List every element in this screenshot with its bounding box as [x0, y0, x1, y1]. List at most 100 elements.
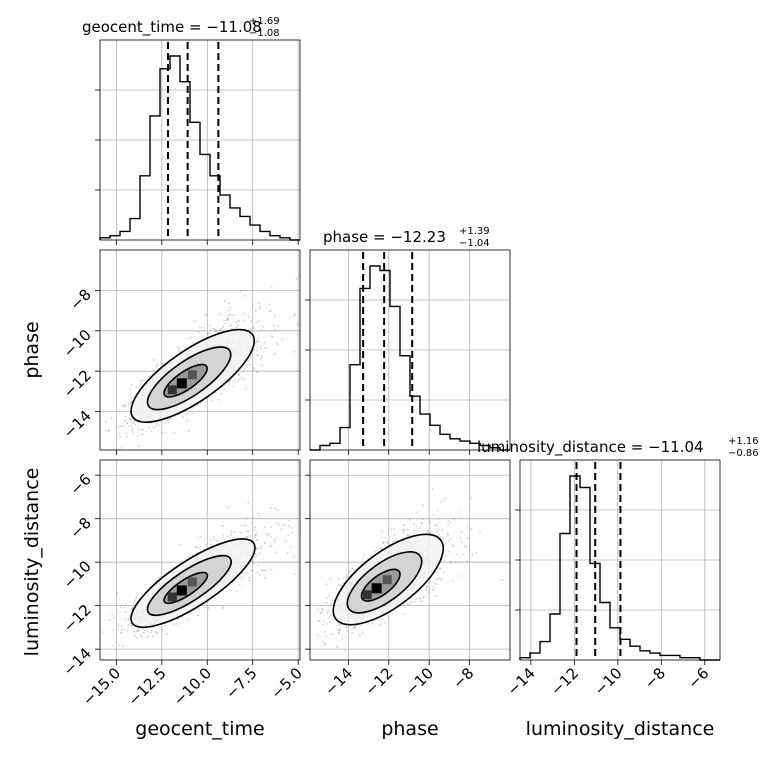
sample-point	[230, 324, 233, 326]
sample-point	[435, 524, 438, 527]
sample-point	[136, 637, 139, 640]
sample-point	[158, 576, 161, 579]
sample-point	[465, 546, 467, 548]
sample-point	[130, 608, 133, 610]
sample-point	[351, 631, 353, 634]
sample-point	[120, 425, 123, 428]
sample-point	[135, 596, 138, 598]
sample-point	[254, 552, 257, 555]
sample-point	[455, 553, 458, 556]
sample-point	[257, 334, 260, 337]
contour-line	[360, 568, 401, 602]
sample-point	[252, 516, 255, 519]
sample-point	[124, 415, 127, 418]
sample-point	[325, 601, 328, 604]
sample-point	[410, 600, 413, 603]
title-main: luminosity_distance = −11.04	[477, 438, 704, 457]
sample-point	[108, 429, 110, 432]
sample-point	[131, 606, 134, 609]
sample-point	[293, 573, 296, 576]
sample-point	[165, 633, 168, 635]
sample-point	[198, 331, 201, 334]
sample-point	[452, 544, 455, 547]
sample-point	[255, 539, 258, 541]
sample-point	[164, 431, 167, 434]
sample-point	[475, 552, 478, 554]
sample-point	[214, 391, 217, 394]
sample-point	[260, 569, 263, 572]
x-tick-label: −10	[402, 664, 437, 699]
sample-point	[434, 524, 436, 526]
sample-point	[121, 632, 123, 634]
sample-point	[248, 576, 251, 579]
sample-point	[123, 405, 126, 408]
sample-point	[251, 569, 254, 571]
sample-point	[223, 319, 226, 322]
sample-point	[190, 336, 193, 339]
sample-point	[132, 432, 135, 435]
sample-point	[164, 421, 167, 424]
sample-point	[460, 531, 463, 534]
sample-point	[331, 599, 334, 602]
sample-point	[255, 532, 258, 535]
sample-point	[337, 629, 340, 632]
sample-point	[214, 328, 216, 330]
sample-point	[140, 635, 143, 638]
sample-point	[154, 630, 157, 633]
sample-point	[361, 631, 364, 634]
sample-point	[186, 419, 188, 422]
x-tick-label: −8	[641, 664, 669, 692]
sample-point	[393, 539, 395, 542]
sample-point	[335, 592, 337, 595]
sample-point	[323, 631, 326, 633]
sample-point	[117, 624, 120, 627]
sample-point	[432, 514, 435, 516]
sample-point	[266, 532, 269, 535]
sample-point	[402, 603, 405, 606]
histogram-step	[99, 55, 300, 241]
sample-point	[281, 338, 284, 341]
sample-point	[256, 340, 258, 343]
sample-point	[151, 626, 154, 629]
sample-point	[158, 424, 161, 427]
sample-point	[287, 534, 290, 536]
panel-frame	[309, 459, 511, 661]
sample-point	[229, 379, 232, 382]
sample-point	[217, 399, 220, 401]
sample-point	[337, 577, 340, 580]
sample-point	[156, 422, 159, 425]
sample-point	[117, 623, 120, 626]
title-lower: −1.04	[459, 238, 490, 249]
sample-point	[360, 624, 363, 627]
sample-point	[386, 541, 389, 543]
sample-point	[240, 376, 243, 379]
contour-line	[332, 533, 445, 626]
sample-point	[151, 635, 154, 638]
sample-point	[324, 642, 326, 645]
sample-point	[227, 381, 230, 384]
sample-point	[227, 535, 230, 538]
sample-point	[127, 403, 130, 406]
sample-point	[146, 636, 149, 639]
sample-point	[142, 379, 144, 382]
contour-line	[146, 346, 232, 411]
sample-point	[431, 487, 434, 490]
sample-point	[381, 530, 383, 533]
sample-point	[131, 421, 133, 424]
sample-point	[237, 374, 240, 376]
sample-point	[258, 308, 261, 311]
sample-point	[136, 629, 139, 631]
sample-point	[438, 576, 440, 579]
sample-point	[206, 332, 209, 335]
sample-point	[237, 320, 240, 322]
sample-point	[408, 603, 410, 606]
sample-point	[293, 314, 296, 316]
sample-point	[258, 574, 261, 576]
sample-point	[417, 511, 419, 514]
sample-point	[247, 360, 250, 363]
sample-point	[435, 530, 438, 533]
sample-point	[458, 511, 460, 513]
sample-point	[254, 536, 256, 539]
sample-point	[247, 328, 250, 331]
sample-point	[415, 525, 418, 528]
